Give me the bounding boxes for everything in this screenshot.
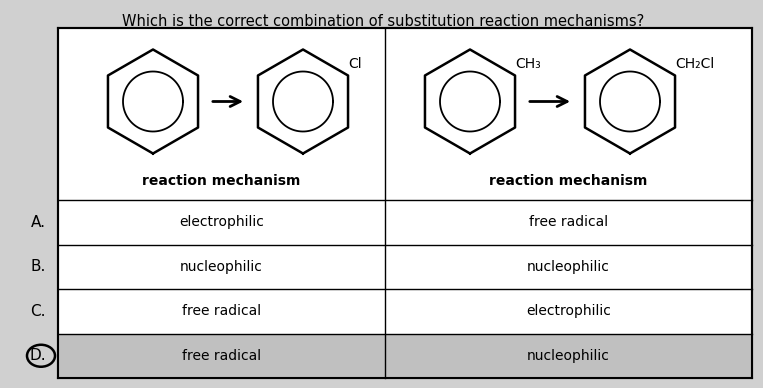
Text: nucleophilic: nucleophilic [527, 349, 610, 363]
Text: C.: C. [31, 304, 46, 319]
FancyBboxPatch shape [58, 28, 752, 378]
Text: reaction mechanism: reaction mechanism [143, 174, 301, 188]
Text: CH₃: CH₃ [515, 57, 541, 71]
Text: CH₂Cl: CH₂Cl [675, 57, 714, 71]
Text: nucleophilic: nucleophilic [180, 260, 263, 274]
Text: reaction mechanism: reaction mechanism [489, 174, 648, 188]
Text: B.: B. [31, 259, 46, 274]
Text: free radical: free radical [529, 215, 608, 229]
Text: free radical: free radical [182, 349, 261, 363]
Text: electrophilic: electrophilic [179, 215, 264, 229]
Text: A.: A. [31, 215, 46, 230]
Text: free radical: free radical [182, 304, 261, 318]
Text: electrophilic: electrophilic [526, 304, 611, 318]
Text: nucleophilic: nucleophilic [527, 260, 610, 274]
Text: Cl: Cl [348, 57, 362, 71]
Text: D.: D. [29, 348, 46, 363]
Bar [58, 334, 752, 378]
Text: Which is the correct combination of substitution reaction mechanisms?: Which is the correct combination of subs… [122, 14, 644, 29]
